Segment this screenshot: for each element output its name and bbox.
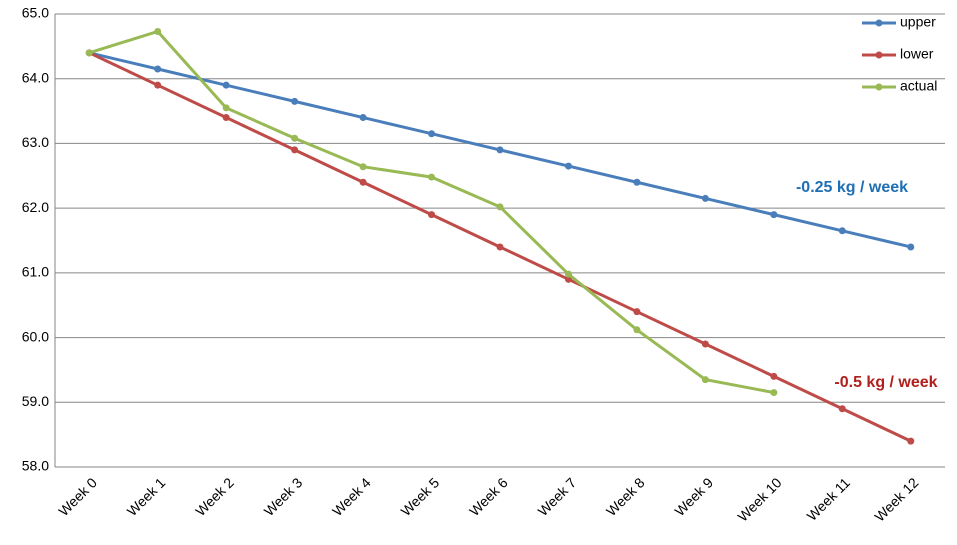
point [428,173,436,181]
point [359,114,367,122]
point [85,49,93,57]
point [838,405,846,413]
y-tick-label: 59.0 [22,393,49,409]
point [428,130,436,138]
x-tick-label: Week 1 [124,474,169,519]
x-tick-label: Week 4 [329,474,374,519]
point [154,65,162,73]
y-tick-label: 61.0 [22,264,49,280]
point [907,243,915,251]
point [564,162,572,170]
y-tick-label: 62.0 [22,199,49,215]
x-tick-label: Week 7 [534,474,579,519]
point [633,326,641,334]
x-tick-label: Week 6 [466,474,511,519]
point [701,340,709,348]
point [564,275,572,283]
point [222,114,230,122]
point [359,163,367,171]
annotation: -0.5 kg / week [834,374,937,391]
y-tick-label: 58.0 [22,458,49,474]
annotation: -0.25 kg / week [796,179,908,196]
x-tick-label: Week 2 [192,474,237,519]
point [496,243,504,251]
y-tick-label: 65.0 [22,5,49,21]
x-tick-label: Week 5 [398,474,443,519]
x-tick-label: Week 9 [671,474,716,519]
point [428,211,436,219]
legend-label: upper [900,14,936,30]
legend-marker [875,51,883,59]
point [154,27,162,35]
point [633,308,641,316]
point [291,97,299,105]
x-tick-label: Week 12 [871,474,921,524]
x-tick-label: Week 8 [603,474,648,519]
point [291,134,299,142]
x-tick-label: Week 10 [734,474,784,524]
legend-marker [875,83,883,91]
point [770,211,778,219]
y-tick-label: 63.0 [22,134,49,150]
point [701,194,709,202]
point [496,146,504,154]
point [222,104,230,112]
legend-label: actual [900,78,937,94]
point [222,81,230,89]
point [770,389,778,397]
point [564,270,572,278]
point [633,178,641,186]
point [359,178,367,186]
point [701,376,709,384]
point [838,227,846,235]
x-tick-label: Week 11 [804,474,854,524]
point [907,437,915,445]
y-tick-label: 60.0 [22,328,49,344]
y-tick-label: 64.0 [22,69,49,85]
x-tick-label: Week 3 [261,474,306,519]
point [496,203,504,211]
legend-marker [875,19,883,27]
x-tick-label: Week 0 [55,474,100,519]
point [770,372,778,380]
point [291,146,299,154]
legend-label: lower [900,46,934,62]
point [154,81,162,89]
